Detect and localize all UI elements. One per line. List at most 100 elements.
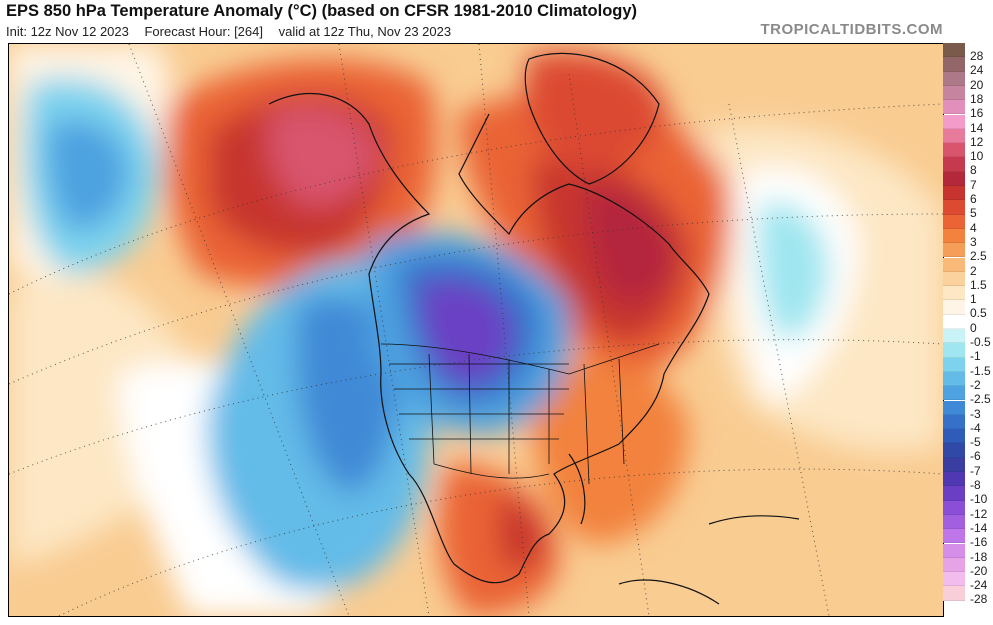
legend-swatch (943, 186, 965, 201)
legend-swatch (943, 543, 965, 558)
legend-item: -2 (943, 371, 993, 392)
legend-swatch (943, 386, 965, 401)
legend-swatch (943, 171, 965, 186)
legend-label: 5 (970, 206, 977, 221)
forecast-hour: Forecast Hour: [264] (144, 24, 263, 39)
legend-label: 14 (970, 120, 984, 135)
legend-item: 7 (943, 171, 993, 192)
legend-item: -20 (943, 557, 993, 578)
anomaly-field (9, 44, 943, 616)
legend-item: 6 (943, 186, 993, 206)
legend-label: -24 (970, 578, 988, 593)
legend-label: 1 (970, 292, 977, 307)
legend-item: 28 (943, 43, 993, 63)
legend-item: -14 (943, 514, 993, 535)
legend-item: 1 (943, 286, 993, 306)
legend-item: 20 (943, 71, 993, 92)
legend-swatch (943, 257, 965, 272)
legend-item: -24 (943, 572, 993, 592)
legend-swatch (943, 300, 965, 315)
legend-label: -18 (970, 549, 988, 564)
legend-label: 24 (970, 63, 984, 78)
legend-swatch (943, 414, 965, 430)
map-canvas (9, 44, 943, 616)
legend-item: 3 (943, 228, 993, 249)
legend-swatch (943, 100, 965, 115)
legend-label: 2.5 (970, 249, 987, 264)
legend-label: -12 (970, 506, 988, 521)
legend-item: 12 (943, 128, 993, 149)
legend-item: -28 (943, 586, 993, 606)
legend-swatch (943, 43, 965, 58)
legend-label: -20 (970, 563, 988, 578)
legend-label: 12 (970, 134, 984, 149)
legend-item: 0 (943, 314, 993, 335)
legend-label: 4 (970, 220, 977, 235)
legend-label: -6 (970, 449, 981, 464)
legend-label: 8 (970, 163, 977, 178)
legend-swatch (943, 114, 965, 129)
legend-label: 0.5 (970, 306, 987, 321)
legend-item: -6 (943, 443, 993, 463)
legend-swatch (943, 514, 965, 530)
borders (380, 343, 660, 485)
legend-item: 5 (943, 200, 993, 220)
color-legend: 28 24 20 18 16 14 12 10 8 7 6 5 4 3 2.5 2 1.5 1 0.5 0 -0.5 -1… (943, 43, 993, 615)
anomaly-map (8, 43, 944, 617)
legend-item: 8 (943, 157, 993, 177)
legend-swatch (943, 557, 965, 573)
legend-item: 10 (943, 143, 993, 163)
legend-swatch (943, 214, 965, 229)
legend-item: 1.5 (943, 271, 993, 292)
legend-item: -18 (943, 543, 993, 564)
legend-swatch (943, 271, 965, 287)
legend-swatch (943, 85, 965, 101)
legend-label: -3 (970, 406, 981, 421)
legend-swatch (943, 157, 965, 172)
map-subtitle: Init: 12z Nov 12 2023 Forecast Hour: [26… (6, 24, 463, 39)
legend-item: -7 (943, 457, 993, 478)
legend-label: -7 (970, 463, 981, 478)
legend-item: -1 (943, 343, 993, 363)
legend-item: -2.5 (943, 386, 993, 406)
legend-item: 4 (943, 214, 993, 235)
legend-item: 18 (943, 85, 993, 106)
legend-label: 0 (970, 320, 977, 335)
legend-label: -28 (970, 592, 988, 607)
legend-label: -8 (970, 478, 981, 492)
legend-label: 28 (970, 49, 984, 63)
legend-item: -5 (943, 429, 993, 449)
legend-label: -2 (970, 377, 981, 392)
legend-swatch (943, 400, 965, 415)
legend-item: -4 (943, 414, 993, 435)
coastlines (268, 52, 800, 605)
legend-swatch (943, 472, 965, 487)
legend-label: 16 (970, 106, 984, 121)
legend-label: 1.5 (970, 277, 987, 292)
legend-swatch (943, 457, 965, 472)
site-credit: TROPICALTIDBITS.COM (760, 21, 943, 38)
legend-label: -4 (970, 420, 981, 435)
legend-item: -8 (943, 472, 993, 492)
legend-label: -1 (970, 349, 981, 364)
legend-label: 20 (970, 77, 984, 92)
legend-label: -10 (970, 492, 988, 507)
legend-item: -3 (943, 400, 993, 421)
legend-item: 24 (943, 57, 993, 77)
legend-label: 18 (970, 91, 984, 106)
legend-swatch (943, 586, 965, 601)
legend-item: -0.5 (943, 329, 993, 349)
legend-item: 14 (943, 114, 993, 135)
legend-swatch (943, 243, 965, 258)
legend-item: -1.5 (943, 357, 993, 378)
map-title: EPS 850 hPa Temperature Anomaly (°C) (ba… (6, 2, 638, 20)
legend-swatch (943, 486, 965, 501)
legend-swatch (943, 71, 965, 86)
legend-swatch (943, 200, 965, 215)
legend-swatch (943, 57, 965, 72)
legend-label: 6 (970, 192, 977, 206)
legend-item: -16 (943, 529, 993, 549)
legend-swatch (943, 500, 965, 515)
legend-label: -2.5 (970, 392, 991, 407)
legend-swatch (943, 572, 965, 587)
